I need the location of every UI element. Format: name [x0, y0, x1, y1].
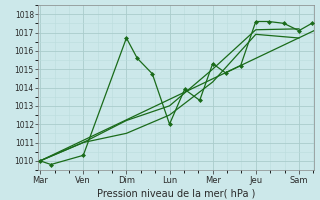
- X-axis label: Pression niveau de la mer( hPa ): Pression niveau de la mer( hPa ): [97, 189, 255, 199]
